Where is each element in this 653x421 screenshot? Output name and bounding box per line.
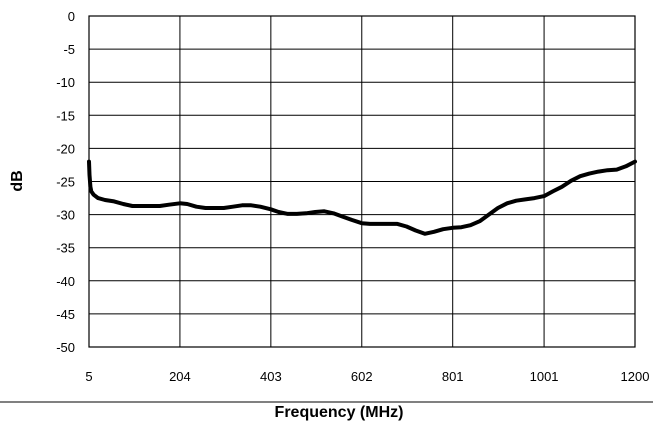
y-tick-label: -30 xyxy=(56,208,75,223)
x-tick-label: 801 xyxy=(442,369,464,384)
y-tick-label: -50 xyxy=(56,340,75,355)
x-axis-label: Frequency (MHz) xyxy=(275,404,404,421)
x-tick-label: 1001 xyxy=(530,369,559,384)
series-layer xyxy=(87,159,637,236)
x-tick-label: 602 xyxy=(351,369,373,384)
x-tick-label: 204 xyxy=(169,369,191,384)
y-axis-label: dB xyxy=(9,170,26,191)
y-tick-label: 0 xyxy=(68,9,75,24)
y-axis-tick-labels: 0 -5 -10 -15 -20 -25 -30 -35 -40 -45 -50 xyxy=(56,9,75,355)
y-tick-label: -35 xyxy=(56,241,75,256)
y-tick-label: -15 xyxy=(56,108,75,123)
y-tick-label: -10 xyxy=(56,75,75,90)
x-axis-tick-labels: 5 204 403 602 801 1001 1200 xyxy=(85,369,649,384)
x-tick-label: 403 xyxy=(260,369,282,384)
y-tick-label: -45 xyxy=(56,307,75,322)
x-tick-label: 5 xyxy=(85,369,92,384)
y-tick-label: -20 xyxy=(56,141,75,156)
y-tick-label: -40 xyxy=(56,274,75,289)
grid-lines xyxy=(88,15,636,348)
x-tick-label: 1200 xyxy=(621,369,650,384)
y-tick-label: -25 xyxy=(56,175,75,190)
y-tick-label: -5 xyxy=(63,42,75,57)
series-line xyxy=(87,159,637,236)
